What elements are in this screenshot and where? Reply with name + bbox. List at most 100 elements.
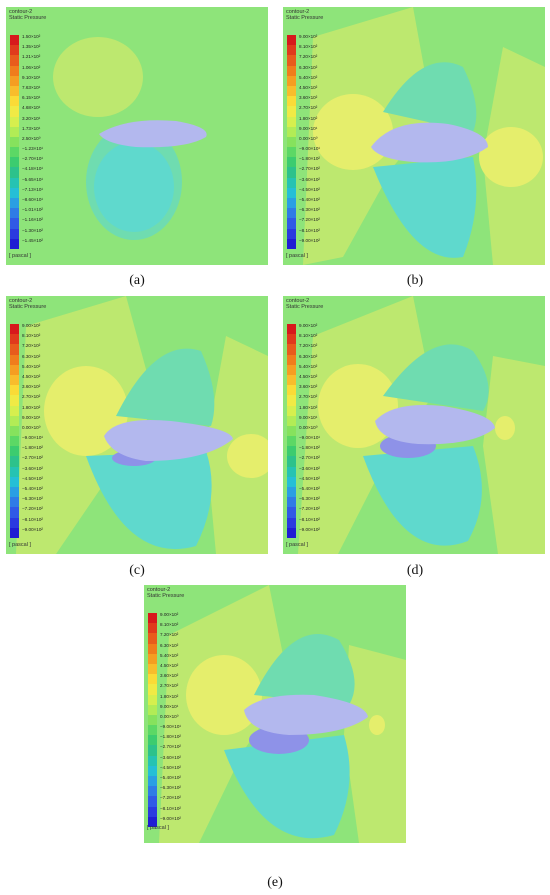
colorbar-tick-label: −9.00×10¹ [160,724,181,730]
colorbar-tick-label: 6.30×10² [22,353,41,359]
colorbar-swatch [10,364,19,375]
panel-title: contour-2 Static Pressure [147,587,185,599]
colorbar-tick-label: −5.40×10² [160,775,181,780]
colorbar-tick-label: −4.50×10² [22,475,43,481]
colorbar-swatch [287,354,296,365]
airfoil-shape [99,120,207,148]
colorbar-swatch [10,55,19,66]
colorbar-tick-label: −6.30×10² [299,207,320,213]
unit-label: [ pascal ] [147,825,170,831]
colorbar-tick-label: 5.40×10² [160,652,179,658]
colorbar-swatch [148,653,157,664]
colorbar-tick-label: 6.15×10¹ [22,95,41,101]
colorbar-swatch [148,735,157,746]
colorbar-swatch [10,476,19,487]
colorbar-swatch [10,507,19,518]
colorbar-tick-label: 7.20×10² [299,54,318,60]
colorbar-tick-label: 5.40×10² [22,363,41,369]
pressure-field-b [283,7,545,265]
colorbar-tick-label: 2.70×10² [299,105,318,111]
colorbar-tick-label: −7.20×10² [22,506,43,512]
colorbar-swatch [148,613,157,624]
colorbar-swatch [287,415,296,426]
colorbar-tick-label: −1.01×10² [22,207,43,213]
colorbar-swatch [287,446,296,457]
colorbar-tick-label: 3.60×10² [299,95,318,101]
colorbar-tick-label: 9.00×10¹ [299,414,318,420]
colorbar-tick-label: −8.10×10² [160,805,181,811]
colorbar-swatch [148,796,157,807]
colorbar-swatch [287,425,296,437]
colorbar-swatch [10,374,19,386]
contour-panel-a: contour-2 Static Pressure 1.50×10² 1.35×1… [6,7,268,265]
colorbar-tick-label: −1.80×10² [22,445,43,451]
colorbar-tick-label: −5.40×10² [22,486,43,491]
pressure-field-c [6,296,268,554]
colorbar-swatch [287,116,296,127]
panel-title: contour-2 Static Pressure [286,9,324,21]
colorbar-swatch [148,745,157,756]
colorbar-tick-label: −9.00×10¹ [22,435,43,441]
colorbar-swatch [10,96,19,107]
colorbar-tick-label: −1.45×10² [22,237,43,243]
colorbar-swatch [10,147,19,158]
colorbar-tick-label: 4.50×10² [22,373,41,379]
colorbar-swatch [10,446,19,457]
colorbar-swatch [148,765,157,776]
colorbar-tick-label: 1.21×10² [22,54,41,60]
colorbar-swatch [10,425,19,437]
colorbar-swatch [10,497,19,508]
contour-panel-e: contour-2 Static Pressure 9.00×10² 8.10×1… [144,585,406,843]
colorbar-tick-label: 7.20×10² [299,343,318,349]
pressure-field-d [283,296,545,554]
colorbar-swatch [10,436,19,447]
unit-label: [ pascal ] [9,253,32,259]
colorbar-swatch [10,136,19,148]
colorbar-swatch [10,35,19,46]
colorbar-swatch [287,208,296,219]
colorbar-tick-label: 1.06×10² [22,64,41,70]
colorbar-swatch [287,344,296,355]
colorbar-swatch [10,198,19,209]
colorbar-tick-label: −1.80×10² [160,734,181,740]
colorbar-tick-label: −7.20×10² [299,506,320,512]
colorbar-swatch [10,405,19,416]
colorbar-swatch [287,147,296,158]
colorbar-swatch [10,334,19,345]
colorbar-swatch [148,623,157,634]
pressure-field-e [144,585,406,843]
airfoil-shape [244,694,368,735]
colorbar-swatch [148,786,157,797]
colorbar-tick-label: −7.20×10² [160,795,181,801]
colorbar-swatch [287,466,296,477]
colorbar-tick-label: 8.10×10² [299,333,318,339]
colorbar-tick-label: 1.73×10¹ [22,125,41,131]
colorbar-swatch [287,487,296,498]
colorbar-tick-label: 4.50×10² [299,373,318,379]
panel-title: contour-2 Static Pressure [9,298,47,310]
colorbar-tick-label: −9.00×10¹ [299,146,320,152]
colorbar-swatch [287,405,296,416]
colorbar-swatch [10,228,19,239]
colorbar-tick-label: 6.30×10² [160,642,179,648]
colorbar-swatch [10,395,19,406]
colorbar-swatch [10,238,19,249]
colorbar-tick-label: −3.60×10² [299,465,320,471]
colorbar-tick-label: −4.18×10¹ [22,166,43,172]
colorbar-tick-label: −2.70×10¹ [22,156,43,162]
colorbar-swatch [10,187,19,198]
colorbar-tick-label: −7.20×10² [299,217,320,223]
colorbar-swatch [287,527,296,538]
colorbar-tick-label: 9.00×10² [160,612,179,617]
caption-d: (d) [406,563,424,578]
colorbar-tick-label: −9.00×10² [22,526,43,532]
colorbar-swatch [148,704,157,715]
colorbar-swatch [287,517,296,528]
colorbar-tick-label: −5.40×10² [299,486,320,491]
airfoil-shape [375,405,495,445]
caption-e: (e) [267,875,283,890]
colorbar-tick-label: −8.60×10¹ [22,197,43,202]
colorbar-tick-label: 0.00×10⁰ [22,424,41,430]
colorbar-swatch [10,456,19,467]
colorbar-swatch [148,663,157,675]
